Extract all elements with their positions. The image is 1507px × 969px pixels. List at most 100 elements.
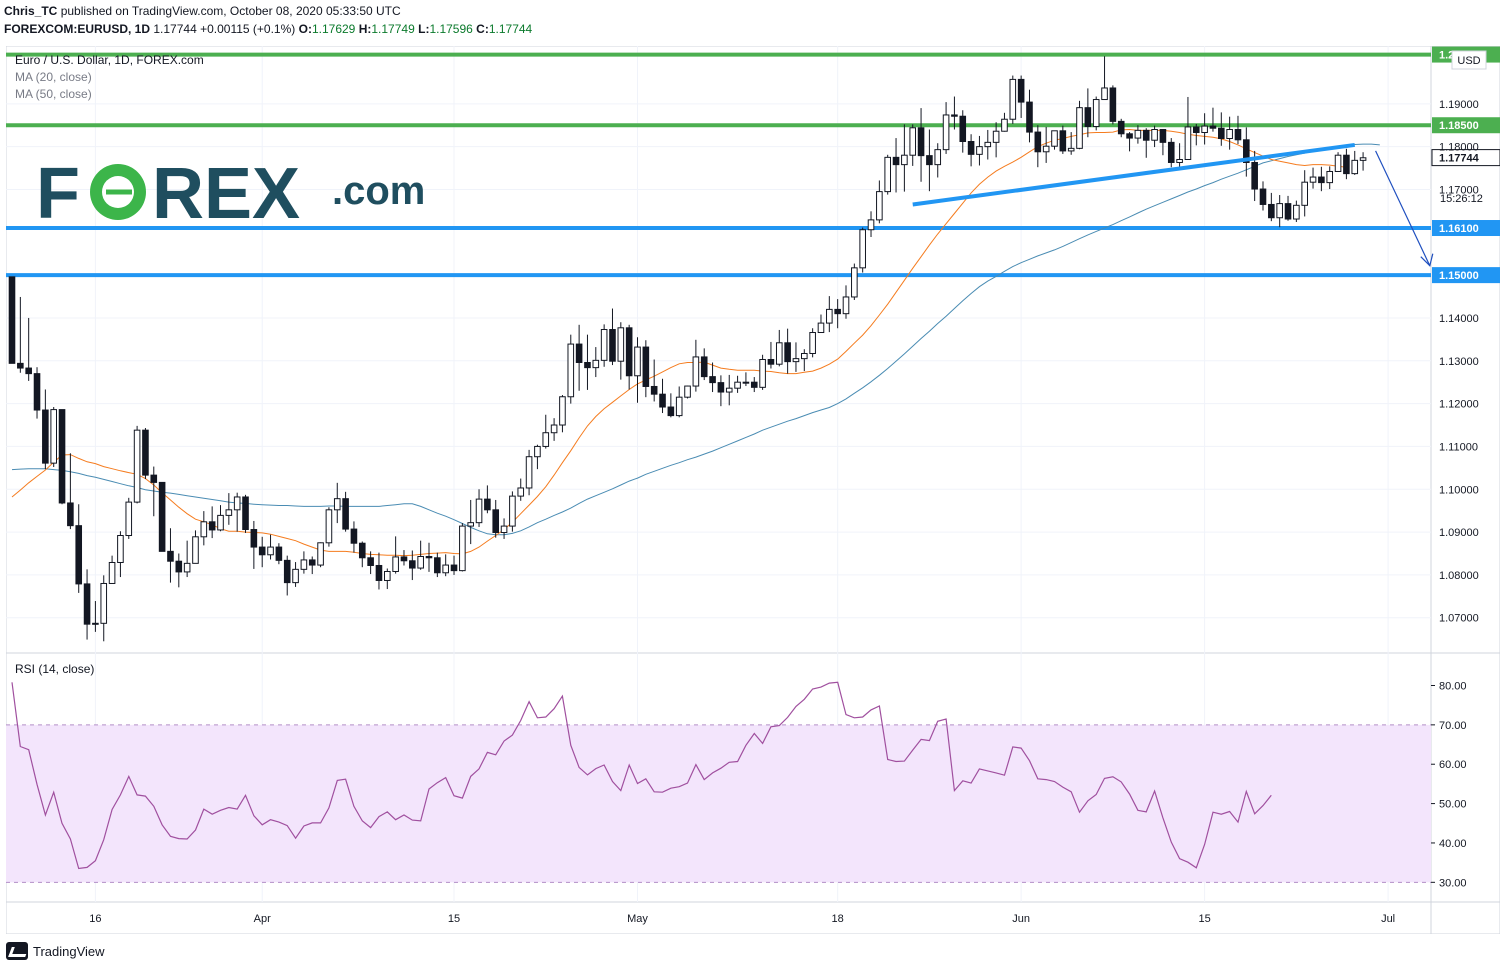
candle-down[interactable] [150,466,158,517]
candle-up[interactable] [192,530,199,564]
candle-up[interactable] [976,135,983,166]
candle-up[interactable] [742,372,750,387]
candle-up[interactable] [992,122,1000,158]
candle-down[interactable] [17,296,24,373]
candle-down[interactable] [1234,115,1242,145]
candle-down[interactable] [75,504,83,593]
candle-up[interactable] [1301,170,1309,217]
candle-down[interactable] [717,375,725,407]
candle-up[interactable] [117,531,124,578]
candle-down[interactable] [1284,195,1292,221]
candle-up[interactable] [183,540,191,578]
candle-down[interactable] [1343,148,1350,180]
candle-up[interactable] [267,534,274,560]
candle-up[interactable] [459,523,466,572]
candle-down[interactable] [342,491,349,532]
candle-down[interactable] [1117,118,1125,138]
candle-down[interactable] [584,334,591,390]
candle-down[interactable] [750,377,758,393]
candle-up[interactable] [734,375,741,393]
trendline[interactable] [912,142,1356,207]
candle-up[interactable] [108,555,116,584]
candle-down[interactable] [167,528,174,583]
candle-down[interactable] [1192,123,1200,146]
currency-box[interactable] [1451,50,1487,70]
candle-down[interactable] [25,317,32,381]
candle-up[interactable] [876,180,883,224]
candle-down[interactable] [1142,128,1150,158]
candle-down[interactable] [484,485,491,514]
chart-frame[interactable]: F REX .com 1.070001.080001.090001.100001… [6,46,1500,934]
candle-down[interactable] [1318,166,1325,192]
candle-down[interactable] [42,389,49,470]
candle-down[interactable] [917,108,925,182]
candle-up[interactable] [417,540,424,570]
candle-down[interactable] [959,110,967,153]
ma50-legend[interactable]: MA (50, close) [15,87,92,101]
candle-down[interactable] [308,556,316,575]
candle-down[interactable] [951,96,958,130]
candle-up[interactable] [1101,56,1108,101]
candle-down[interactable] [358,541,366,568]
candle-down[interactable] [625,324,633,390]
candle-down[interactable] [367,551,374,575]
candle-up[interactable] [634,337,641,403]
candle-down[interactable] [642,340,650,398]
candle-up[interactable] [1326,166,1334,190]
candle-down[interactable] [350,521,358,553]
candle-down[interactable] [400,550,408,566]
candle-up[interactable] [317,542,324,568]
candle-up[interactable] [1184,96,1192,160]
candle-down[interactable] [375,552,383,590]
candle-up[interactable] [550,418,558,441]
candle-down[interactable] [700,348,708,381]
candle-down[interactable] [1026,89,1033,143]
candle-up[interactable] [1051,130,1058,150]
candle-up[interactable] [392,536,399,574]
time-axis[interactable]: 16Apr15May18Jun15Jul20Aug17Sep14Oct [89,913,1500,925]
last-price-tag[interactable] [1431,149,1500,167]
candle-up[interactable] [884,154,892,195]
tradingview-footer[interactable]: TradingView [6,942,105,960]
candles[interactable] [8,56,1367,642]
candle-up[interactable] [801,349,808,372]
candle-up[interactable] [1176,143,1183,168]
candle-up[interactable] [225,493,233,525]
candle-down[interactable] [58,409,66,505]
candle-down[interactable] [667,393,675,418]
candle-up[interactable] [792,342,800,372]
candle-down[interactable] [258,536,266,568]
candle-down[interactable] [175,553,183,588]
candle-up[interactable] [517,478,525,501]
candle-up[interactable] [759,354,766,390]
candle-up[interactable] [100,575,108,642]
candle-down[interactable] [409,550,416,581]
candle-down[interactable] [784,328,791,374]
candle-up[interactable] [1067,132,1075,155]
candle-up[interactable] [1359,152,1367,171]
candle-up[interactable] [475,489,483,527]
candle-down[interactable] [1218,112,1225,146]
candle-up[interactable] [442,554,449,577]
candle-up[interactable] [525,449,533,496]
candle-down[interactable] [208,506,216,539]
candle-up[interactable] [467,499,474,545]
candle-up[interactable] [775,329,783,367]
candle-down[interactable] [1109,85,1117,125]
candle-down[interactable] [67,453,74,530]
candle-up[interactable] [509,491,516,532]
candle-up[interactable] [1226,116,1233,150]
candle-up[interactable] [867,211,875,238]
candle-down[interactable] [575,324,583,391]
candle-up[interactable] [617,322,625,380]
candle-down[interactable] [1167,138,1175,168]
candle-up[interactable] [325,507,333,547]
candle-down[interactable] [1268,192,1275,222]
candle-up[interactable] [984,129,992,160]
candle-up[interactable] [725,374,733,406]
candle-down[interactable] [1126,132,1133,152]
candle-up[interactable] [1042,126,1050,163]
candle-down[interactable] [1259,181,1267,211]
candle-down[interactable] [892,138,900,193]
candle-down[interactable] [1059,125,1067,154]
